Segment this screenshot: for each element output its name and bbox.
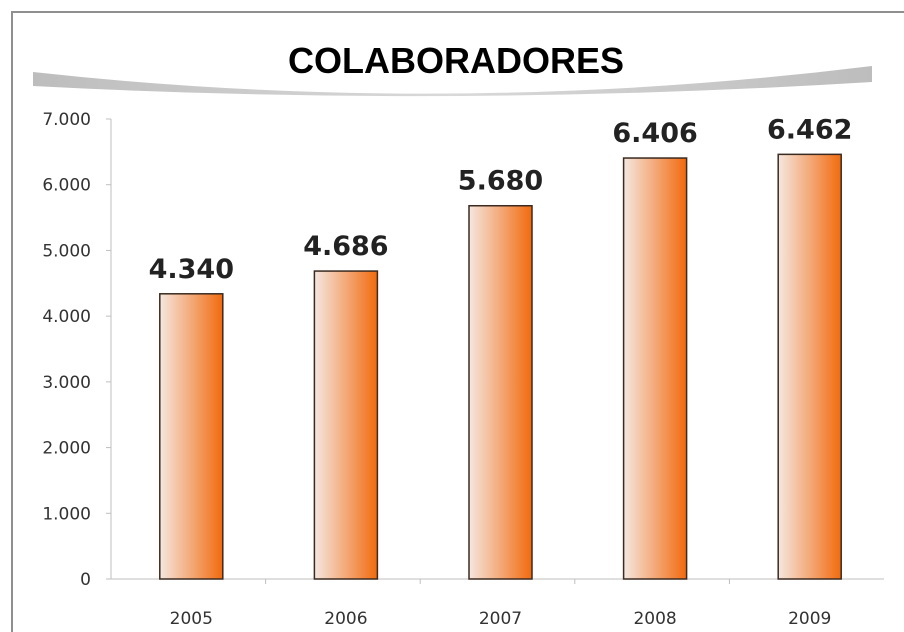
bar <box>159 293 224 580</box>
y-tick-label: 1.000 <box>42 504 91 524</box>
bar <box>313 270 379 580</box>
data-labels: 4.340 4.686 5.680 6.406 6.462 <box>149 114 853 284</box>
bar <box>622 157 688 580</box>
y-tick-label: 2.000 <box>42 439 91 459</box>
x-tick-label: 2005 <box>170 609 213 629</box>
y-tick-label: 6.000 <box>42 176 91 196</box>
y-tick-label: 4.000 <box>42 307 91 327</box>
x-tick-label: 2006 <box>324 609 367 629</box>
data-label: 4.686 <box>303 231 388 262</box>
data-label: 4.340 <box>149 254 234 285</box>
title-band <box>33 66 872 97</box>
y-tick-label: 5.000 <box>42 241 91 261</box>
x-tick-label: 2009 <box>788 609 831 629</box>
data-label: 6.462 <box>767 114 852 145</box>
y-tick-label: 3.000 <box>42 373 91 393</box>
bar <box>777 153 842 580</box>
chart-title: COLABORADORES <box>288 40 624 81</box>
x-tick-label: 2007 <box>479 609 522 629</box>
data-label: 5.680 <box>458 166 543 197</box>
data-label: 6.406 <box>612 118 697 149</box>
x-tick-label: 2008 <box>633 609 676 629</box>
y-tick-label: 0 <box>80 570 91 590</box>
bars <box>159 153 842 580</box>
bar <box>468 204 533 580</box>
y-tick-label: 7.000 <box>42 110 91 130</box>
axes: 0 1.000 2.000 3.000 4.000 5.000 6.000 7.000 2005… <box>42 110 884 629</box>
